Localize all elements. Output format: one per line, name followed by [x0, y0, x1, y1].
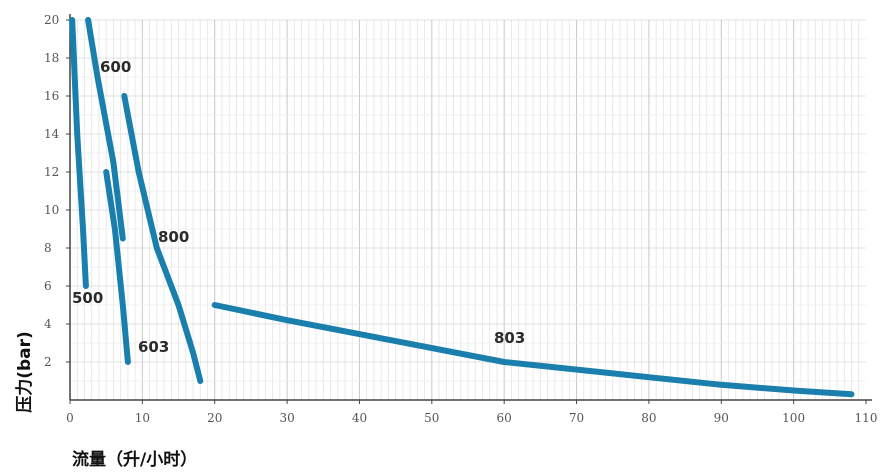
curve-label-500: 500 — [72, 289, 103, 307]
y-tick-label: 10 — [44, 203, 59, 217]
curve-label-800: 800 — [158, 228, 189, 246]
x-tick-label: 20 — [207, 411, 222, 425]
y-tick-label: 12 — [44, 165, 59, 179]
x-tick-label: 90 — [714, 411, 729, 425]
x-tick-label: 40 — [352, 411, 367, 425]
curve-label-603: 603 — [138, 338, 169, 356]
curve-500 — [69, 17, 89, 289]
curve-label-803: 803 — [494, 329, 525, 347]
x-tick-label: 10 — [135, 411, 150, 425]
x-tick-label: 80 — [641, 411, 656, 425]
x-tick-label: 110 — [855, 411, 878, 425]
curve-803 — [211, 302, 855, 398]
curve-800 — [121, 93, 204, 384]
y-tick-label: 4 — [44, 317, 52, 331]
y-tick-label: 20 — [44, 13, 59, 27]
curve-603 — [103, 169, 131, 365]
y-tick-label: 14 — [44, 127, 60, 141]
y-tick-label: 18 — [44, 51, 59, 65]
y-tick-label: 6 — [44, 279, 52, 293]
x-tick-label: 70 — [569, 411, 584, 425]
curve-600 — [85, 17, 126, 242]
y-tick-label: 8 — [44, 241, 52, 255]
x-tick-label: 50 — [424, 411, 439, 425]
x-tick-label: 30 — [279, 411, 294, 425]
y-tick-label: 2 — [44, 355, 52, 369]
x-tick-label: 60 — [497, 411, 512, 425]
x-tick-label: 100 — [782, 411, 805, 425]
x-tick-label: 0 — [66, 411, 74, 425]
y-tick-label: 16 — [44, 89, 59, 103]
y-axis-title: 压力(bar) — [14, 331, 35, 413]
x-axis-title: 流量（升/小时） — [72, 449, 197, 470]
curve-label-600: 600 — [100, 58, 131, 76]
